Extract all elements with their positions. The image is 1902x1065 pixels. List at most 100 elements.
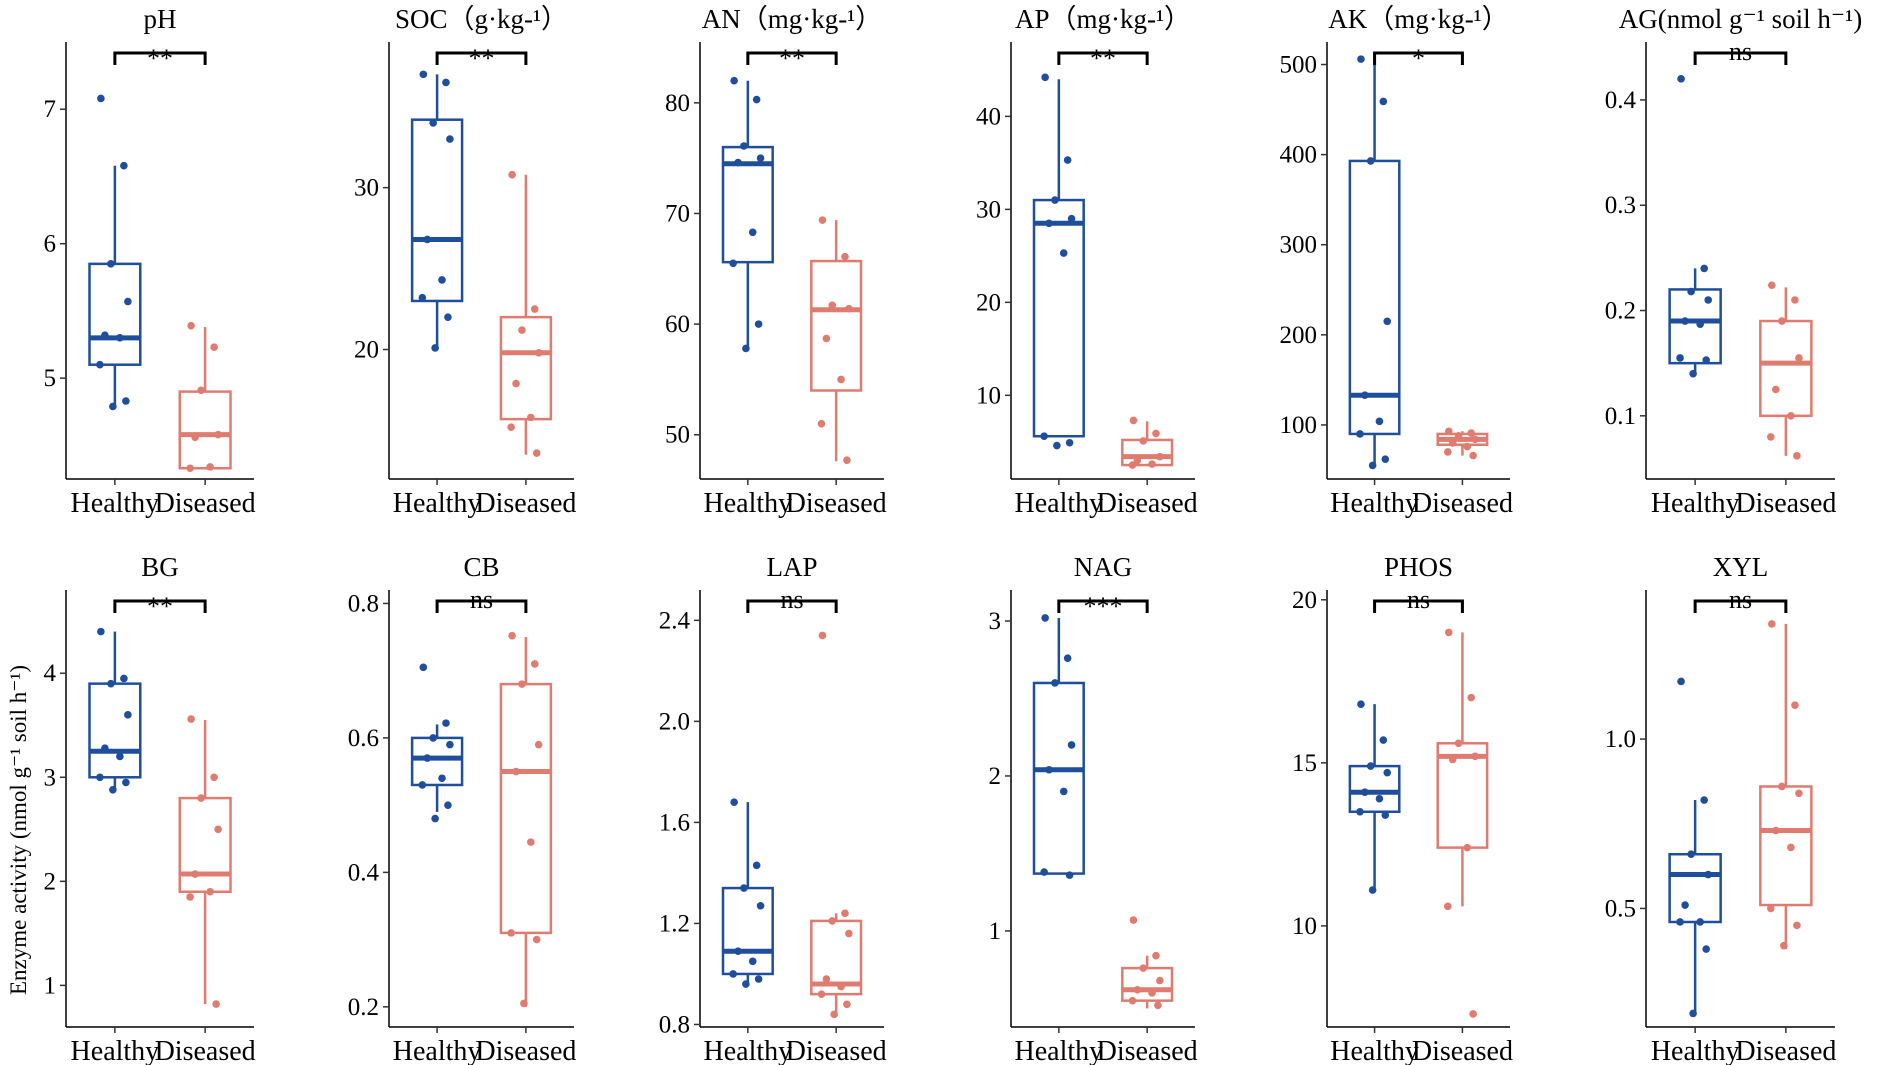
significance-label: ** [469, 44, 495, 73]
data-point [122, 397, 130, 405]
panel-4: AK（mg·kg-¹） 100 200 300 400 500 HealthyDisease… [1280, 4, 1513, 519]
x-tick-label: Healthy [393, 488, 482, 519]
data-point [107, 679, 115, 688]
data-point [822, 334, 831, 343]
data-point [841, 252, 849, 261]
data-point [1040, 868, 1048, 876]
box-healthy [88, 682, 142, 779]
data-point [1357, 55, 1365, 63]
data-point [830, 1010, 839, 1019]
data-point [1128, 996, 1137, 1005]
box-diseased [810, 919, 863, 996]
data-point [418, 293, 427, 302]
data-point [1375, 794, 1384, 803]
data-point [518, 680, 526, 688]
data-point [1778, 782, 1786, 791]
y-tick-label: 20 [354, 337, 379, 364]
data-point [1766, 433, 1775, 441]
data-point [1152, 951, 1160, 960]
data-point [754, 975, 763, 983]
data-point [1766, 904, 1775, 913]
y-tick-label: 0.4 [1605, 87, 1637, 114]
y-tick-label: 0.3 [1605, 192, 1636, 219]
x-tick-label: Healthy [1015, 488, 1104, 519]
data-point [1767, 281, 1776, 290]
box-diseased [1436, 742, 1489, 849]
data-point [1368, 461, 1377, 470]
data-point [845, 929, 853, 938]
panel-title: PHOS [1384, 552, 1453, 582]
data-point [734, 947, 742, 956]
y-tick-label: 40 [976, 103, 1001, 130]
significance-label: * [1412, 44, 1425, 73]
data-point [1128, 461, 1137, 469]
significance-bracket [1693, 51, 1788, 65]
data-point [507, 423, 515, 432]
data-point [1787, 412, 1795, 420]
data-point [1356, 807, 1364, 816]
data-point [1154, 1001, 1162, 1010]
y-tick-label: 1.2 [659, 910, 690, 937]
data-point [442, 719, 450, 727]
y-tick-label: 15 [1292, 750, 1317, 777]
y-tick-label: 0.4 [348, 859, 380, 886]
data-point [1772, 826, 1780, 835]
significance-label: ** [1090, 44, 1116, 73]
data-point [1379, 736, 1388, 744]
data-point [740, 884, 748, 892]
data-point [748, 957, 757, 966]
x-tick-label: Diseased [475, 1036, 576, 1065]
significance-bracket [746, 599, 838, 613]
y-tick-label: 0.2 [348, 994, 379, 1021]
panel-title: AG(nmol g⁻¹ soil h⁻¹) [1619, 4, 1862, 34]
data-point [120, 674, 128, 683]
data-point [1702, 945, 1710, 953]
x-tick-label: Healthy [1651, 488, 1740, 519]
y-tick-label: 0.5 [1605, 895, 1636, 922]
data-point [191, 870, 199, 878]
box-diseased [1759, 785, 1813, 907]
y-tick-label: 20 [1292, 587, 1317, 614]
x-tick-label: Diseased [1735, 488, 1836, 519]
data-point [756, 901, 765, 910]
y-tick-label: 30 [354, 175, 379, 202]
data-point [1471, 752, 1479, 761]
y-tick-label: 50 [665, 422, 690, 449]
data-point [214, 825, 222, 834]
data-point [1795, 789, 1803, 798]
data-point [1148, 989, 1156, 997]
data-point [837, 982, 845, 991]
data-point [818, 216, 827, 224]
box-diseased [499, 315, 553, 421]
data-point [1152, 429, 1160, 438]
data-point [1681, 317, 1689, 325]
data-point [730, 798, 738, 806]
y-tick-label: 7 [44, 96, 57, 123]
data-point [1067, 214, 1076, 223]
data-point [1041, 73, 1049, 82]
data-point [96, 360, 104, 369]
data-point [1787, 843, 1795, 852]
x-tick-label: Diseased [1097, 1036, 1198, 1065]
data-point [841, 909, 849, 918]
x-tick-label: Diseased [1412, 488, 1513, 519]
data-point [729, 259, 737, 268]
data-point [512, 379, 520, 388]
y-tick-label: 60 [665, 311, 690, 338]
data-point [214, 430, 222, 439]
data-point [206, 887, 214, 896]
significance-bracket [1693, 599, 1788, 613]
y-tick-label: 0.8 [659, 1011, 690, 1038]
data-point [828, 917, 837, 925]
data-point [1696, 918, 1704, 926]
data-point [1700, 796, 1708, 804]
significance-label: ** [147, 44, 173, 73]
data-point [1687, 287, 1695, 296]
data-point [730, 76, 738, 85]
data-point [1767, 620, 1776, 628]
data-point [1361, 788, 1369, 796]
data-point [1681, 901, 1689, 909]
y-tick-label: 3 [989, 608, 1002, 635]
data-point [1368, 886, 1377, 894]
